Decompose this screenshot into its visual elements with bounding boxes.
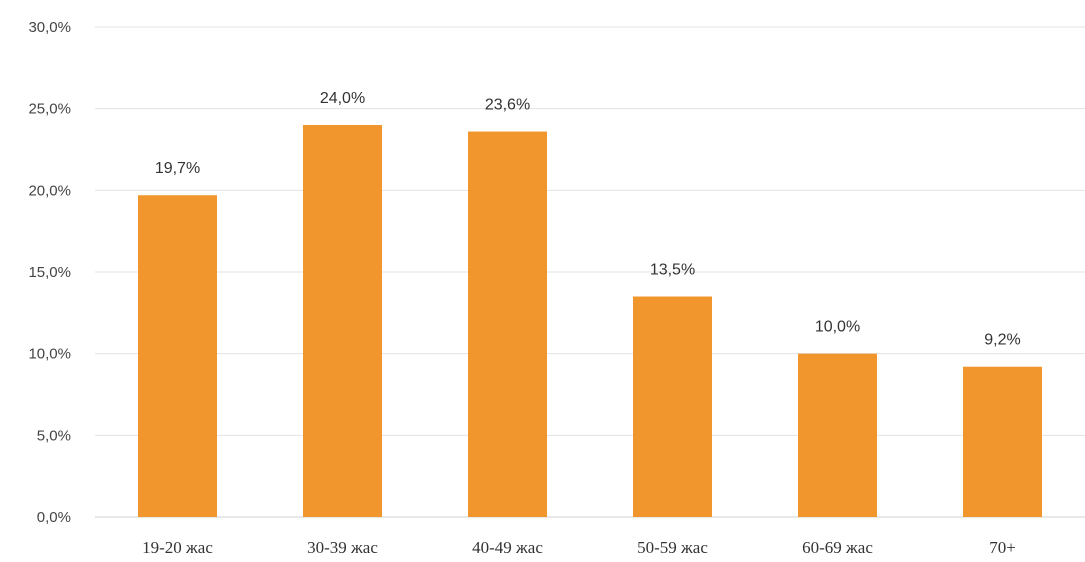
x-tick-label: 30-39 жас — [307, 538, 378, 557]
x-axis-ticks: 19-20 жас 30-39 жас 40-49 жас 50-59 жас 60-6… — [142, 538, 1016, 557]
bar — [468, 131, 547, 518]
y-tick-label: 10,0% — [28, 346, 71, 363]
data-label: 9,2% — [984, 332, 1020, 349]
y-tick-label: 25,0% — [28, 101, 71, 118]
y-tick-label: 0,0% — [37, 509, 71, 526]
x-tick-label: 40-49 жас — [472, 538, 543, 557]
bar — [633, 296, 712, 517]
bar — [138, 195, 217, 517]
gridlines — [95, 26, 1085, 518]
x-tick-label: 50-59 жас — [637, 538, 708, 557]
bar — [303, 125, 382, 517]
data-label: 13,5% — [650, 262, 695, 279]
data-label: 23,6% — [485, 97, 530, 114]
y-tick-label: 30,0% — [28, 19, 71, 36]
y-axis-ticks: 0,0% 5,0% 10,0% 15,0% 20,0% 25,0% 30,0% — [28, 19, 71, 526]
data-label: 19,7% — [155, 160, 200, 177]
y-tick-label: 5,0% — [37, 427, 71, 444]
bars — [138, 125, 1042, 518]
bar — [798, 353, 877, 517]
x-tick-label: 19-20 жас — [142, 538, 213, 557]
x-tick-label: 60-69 жас — [802, 538, 873, 557]
bar — [963, 366, 1042, 517]
data-label: 24,0% — [320, 90, 365, 107]
y-tick-label: 20,0% — [28, 182, 71, 199]
y-tick-label: 15,0% — [28, 264, 71, 281]
x-tick-label: 70+ — [989, 538, 1016, 557]
data-label: 10,0% — [815, 319, 860, 336]
data-labels: 19,7% 24,0% 23,6% 13,5% 10,0% 9,2% — [155, 90, 1021, 349]
